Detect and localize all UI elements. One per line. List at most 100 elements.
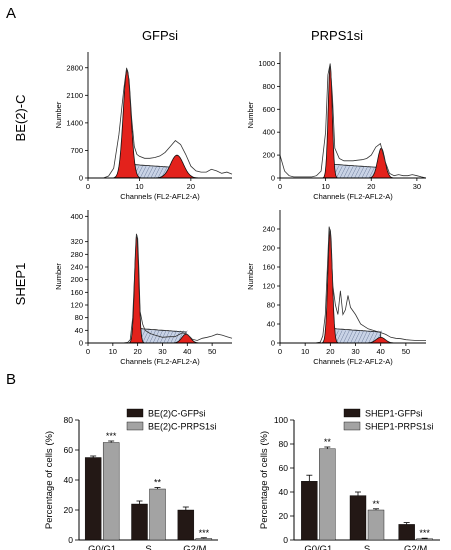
- y-tick-label: 800: [262, 82, 275, 91]
- s-phase-hatch-line: [354, 166, 361, 179]
- x-tick-label: 40: [183, 347, 191, 356]
- y-tick-label: 0: [271, 174, 275, 183]
- category-label: G2/M: [404, 544, 427, 550]
- bar-chart-be2c: 0 20 40 60 80 G0/G1 *** S ** G2/M *** Percentage of…: [44, 409, 218, 550]
- y-tick-label: 80: [64, 415, 74, 425]
- x-axis-label: Channels (FL2-AFL2-A): [120, 192, 200, 201]
- g0-g1-peak: [113, 68, 141, 179]
- histogram-be2c-prps1si: 0 10 20 30 0 200 400 600 800 1000 Number Channels (…: [246, 52, 427, 201]
- y-tick-label: 60: [279, 463, 289, 473]
- histogram-shep1-gfpsi: 0 10 20 30 40 50 0 40 80 120 160 200 240 280 320 400 Num…: [54, 210, 233, 366]
- significance-label: ***: [199, 528, 210, 538]
- significance-label: ***: [106, 431, 117, 441]
- s-phase-hatch-line: [346, 330, 354, 344]
- category-label: S: [145, 544, 151, 550]
- legend-swatch: [126, 421, 144, 431]
- bar: [398, 524, 415, 541]
- significance-label: ***: [419, 528, 430, 538]
- y-tick-label: 40: [279, 487, 289, 497]
- y-tick-label: 60: [64, 445, 74, 455]
- y-tick-label: 1400: [66, 118, 83, 127]
- s-phase-hatch-line: [335, 330, 343, 344]
- x-tick-label: 20: [133, 347, 141, 356]
- column-label-prps1si: PRPS1si: [311, 28, 363, 43]
- y-axis-label: Number: [54, 101, 63, 128]
- y-tick-label: 160: [262, 263, 275, 272]
- bar: [195, 538, 213, 541]
- y-tick-label: 80: [267, 301, 275, 310]
- s-phase-hatch-line: [343, 166, 350, 179]
- category-label: G0/G1: [304, 544, 332, 550]
- x-tick-label: 50: [402, 347, 410, 356]
- y-tick-label: 0: [79, 174, 83, 183]
- y-tick-label: 80: [75, 313, 83, 322]
- bar: [149, 488, 166, 541]
- s-phase-hatch-line: [154, 166, 161, 179]
- g0-g1-peak: [322, 64, 339, 179]
- g0-g1-peak: [321, 228, 339, 344]
- bar: [84, 457, 102, 541]
- x-tick-label: 50: [208, 347, 216, 356]
- y-tick-label: 700: [70, 146, 83, 155]
- row-label-be2c: BE(2)-C: [13, 95, 28, 142]
- s-phase-hatch-line: [139, 166, 147, 179]
- s-phase-hatch-line: [350, 166, 358, 179]
- y-tick-label: 20: [64, 505, 74, 515]
- y-tick-label: 2100: [66, 91, 83, 100]
- s-phase-hatch-line: [143, 166, 150, 179]
- x-tick-label: 0: [278, 347, 282, 356]
- y-tick-label: 320: [70, 237, 83, 246]
- s-phase-hatch-line: [361, 330, 368, 344]
- x-tick-label: 30: [413, 182, 421, 191]
- s-phase-hatch-line: [357, 330, 365, 344]
- legend-label: SHEP1-PRPS1si: [365, 422, 434, 432]
- y-tick-label: 120: [262, 282, 275, 291]
- bar: [349, 495, 367, 541]
- bar: [319, 448, 336, 541]
- y-axis-label: Number: [246, 263, 255, 290]
- s-phase-hatch-line: [343, 330, 350, 344]
- legend-label: BE(2)C-GFPsi: [148, 409, 206, 419]
- x-axis-label: Channels (FL2-AFL2-A): [313, 192, 393, 201]
- y-axis-label: Number: [54, 263, 63, 290]
- s-phase-hatch-line: [350, 330, 357, 344]
- y-tick-label: 1000: [258, 59, 275, 68]
- s-phase-hatch-line: [147, 166, 154, 179]
- bar: [367, 509, 385, 541]
- s-phase-hatch-line: [145, 330, 153, 344]
- y-tick-label: 200: [70, 275, 83, 284]
- y-tick-label: 400: [262, 128, 275, 137]
- category-label: S: [364, 544, 370, 550]
- y-tick-label: 2800: [66, 63, 83, 72]
- x-tick-label: 0: [86, 182, 90, 191]
- x-tick-label: 10: [321, 182, 329, 191]
- x-tick-label: 10: [135, 182, 143, 191]
- s-phase-hatch-line: [339, 166, 347, 179]
- x-tick-label: 0: [86, 347, 90, 356]
- bar: [131, 503, 148, 541]
- y-tick-label: 20: [279, 511, 289, 521]
- y-axis-label: Percentage of cells (%): [44, 431, 55, 529]
- legend-label: BE(2)C-PRPS1si: [148, 422, 217, 432]
- s-phase-hatch-line: [152, 330, 160, 344]
- panel-label-a: A: [6, 5, 16, 22]
- histogram-trace: [88, 67, 233, 179]
- row-label-shep1: SHEP1: [13, 263, 28, 306]
- g2-m-peak: [154, 154, 200, 179]
- y-tick-label: 240: [70, 263, 83, 272]
- y-tick-label: 160: [70, 288, 83, 297]
- s-phase-hatch-line: [159, 330, 167, 344]
- y-tick-label: 40: [64, 475, 74, 485]
- y-tick-label: 200: [262, 244, 275, 253]
- y-tick-label: 0: [271, 339, 275, 348]
- category-label: G2/M: [183, 544, 206, 550]
- s-phase-hatch-line: [372, 330, 379, 344]
- y-tick-label: 280: [70, 250, 83, 259]
- panel-label-b: B: [6, 371, 16, 388]
- s-phase-hatch-line: [150, 166, 158, 179]
- column-label-gfpsi: GFPsi: [142, 28, 178, 43]
- s-phase-hatch-line: [347, 166, 354, 179]
- s-phase-hatch-line: [339, 330, 346, 344]
- s-phase-hatch-line: [142, 330, 149, 344]
